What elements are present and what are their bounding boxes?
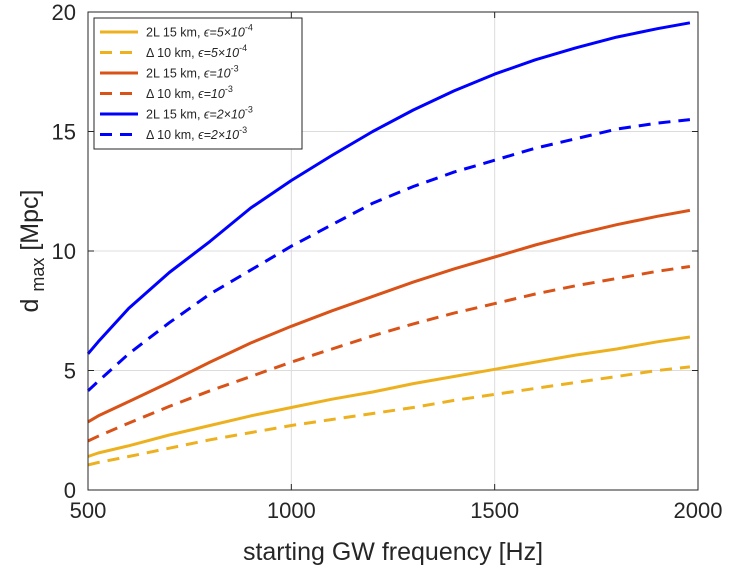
y-tick-label: 15 xyxy=(52,120,76,145)
x-tick-label: 500 xyxy=(70,498,107,523)
legend-label-main: Δ 10 km, xyxy=(146,87,198,101)
legend-label-main: Δ 10 km, xyxy=(146,46,198,60)
legend-label-eps: ϵ=5×10 xyxy=(204,26,245,40)
y-tick-label: 20 xyxy=(52,0,76,25)
y-axis-label-sub: max xyxy=(28,258,48,292)
legend-label-2: Δ 10 km, ϵ=5×10-4 xyxy=(146,43,247,60)
legend-label-exp: -3 xyxy=(225,84,233,94)
series-line-2 xyxy=(87,365,691,467)
legend: 2L 15 km, ϵ=5×10-4Δ 10 km, ϵ=5×10-42L 15… xyxy=(93,17,303,150)
legend-label-eps: ϵ=2×10 xyxy=(198,128,239,142)
y-tick-label: 10 xyxy=(52,239,76,264)
legend-label-main: Δ 10 km, xyxy=(146,128,198,142)
legend-label-eps: ϵ=10 xyxy=(198,87,225,101)
series-layer xyxy=(86,21,691,467)
legend-label-eps: ϵ=2×10 xyxy=(204,108,245,122)
legend-label-exp: -3 xyxy=(231,64,239,74)
x-tick-label: 1000 xyxy=(267,498,316,523)
legend-label-main: 2L 15 km, xyxy=(146,108,204,122)
legend-box xyxy=(93,17,303,150)
legend-label-main: 2L 15 km, xyxy=(146,67,204,81)
legend-label-eps: ϵ=5×10 xyxy=(198,46,239,60)
legend-label-4: Δ 10 km, ϵ=10-3 xyxy=(146,84,233,101)
legend-label-eps: ϵ=10 xyxy=(204,67,231,81)
series-line-1 xyxy=(87,335,691,458)
x-tick-label: 1500 xyxy=(470,498,519,523)
legend-label-exp: -3 xyxy=(245,105,253,115)
y-tick-label: 0 xyxy=(64,478,76,503)
legend-label-3: 2L 15 km, ϵ=10-3 xyxy=(146,64,239,81)
legend-label-1: 2L 15 km, ϵ=5×10-4 xyxy=(146,23,253,40)
x-axis-label: starting GW frequency [Hz] xyxy=(243,538,543,566)
legend-label-5: 2L 15 km, ϵ=2×10-3 xyxy=(146,105,253,122)
legend-label-main: 2L 15 km, xyxy=(146,26,204,40)
legend-label-exp: -4 xyxy=(245,23,253,33)
x-tick-label: 2000 xyxy=(674,498,723,523)
series-line-6 xyxy=(86,118,691,392)
legend-label-exp: -3 xyxy=(239,125,247,135)
legend-label-6: Δ 10 km, ϵ=2×10-3 xyxy=(146,125,247,142)
series-line-3 xyxy=(87,208,691,424)
tick-layer: 500 1000 1500 2000 0 5 10 15 20 xyxy=(52,0,723,523)
series-line-5 xyxy=(86,21,691,355)
y-axis-label-main: d xyxy=(16,299,44,313)
y-axis-label-unit: [Mpc] xyxy=(16,190,44,251)
y-axis-label: d max [Mpc] xyxy=(16,190,50,313)
legend-label-exp: -4 xyxy=(239,43,247,53)
series-line-4 xyxy=(87,265,691,443)
y-tick-label: 5 xyxy=(64,359,76,384)
